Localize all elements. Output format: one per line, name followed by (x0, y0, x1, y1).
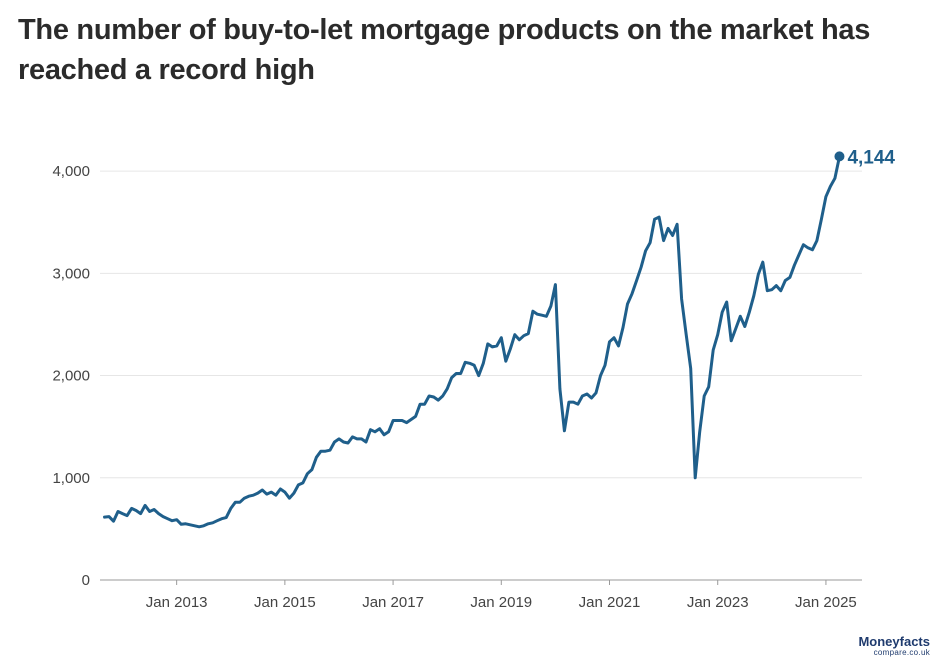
x-tick-label: Jan 2013 (146, 594, 208, 611)
logo-brand: Moneyfacts (858, 634, 930, 649)
x-tick-label: Jan 2019 (470, 594, 532, 611)
series: 4,144 (103, 147, 895, 529)
y-axis-ticks: 0 1,000 2,000 3,000 4,000 (52, 163, 90, 589)
y-tick-label: 4,000 (52, 163, 90, 180)
logo-subtext: compare.co.uk (873, 648, 930, 657)
x-tick-label: Jan 2017 (362, 594, 424, 611)
series-line (103, 154, 841, 529)
chart-title: The number of buy-to-let mortgage produc… (18, 14, 871, 86)
y-tick-label: 1,000 (52, 470, 90, 487)
y-tick-label: 3,000 (52, 265, 90, 282)
y-tick-label: 0 (82, 572, 90, 589)
end-point-marker (834, 151, 845, 162)
y-tick-label: 2,000 (52, 368, 90, 385)
x-axis-ticks: Jan 2013 Jan 2015 Jan 2017 Jan 2019 Jan 2021… (146, 580, 857, 611)
x-tick-label: Jan 2025 (795, 594, 857, 611)
x-tick-label: Jan 2023 (687, 594, 749, 611)
x-tick-label: Jan 2021 (579, 594, 641, 611)
gridlines (100, 170, 862, 581)
end-value-label: 4,144 (847, 147, 895, 168)
moneyfacts-logo: Moneyfacts compare.co.uk (858, 635, 930, 657)
x-tick-label: Jan 2015 (254, 594, 316, 611)
